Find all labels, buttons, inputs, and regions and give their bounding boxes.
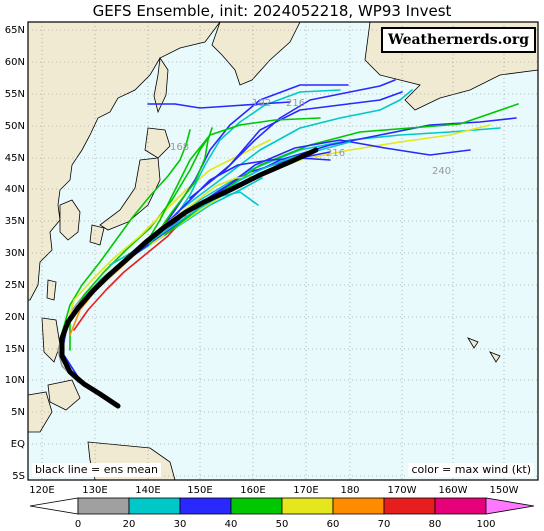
map-title: GEFS Ensemble, init: 2024052218, WP93 In… (92, 2, 452, 20)
hour-labels: 216 216 240 192 168 (170, 98, 451, 177)
lat-label: 25N (5, 280, 25, 291)
member-track (149, 127, 213, 245)
lon-label: 170W (388, 485, 417, 496)
lat-label: 65N (5, 25, 25, 36)
ensemble-mean-track (59, 147, 319, 409)
lon-label: 150E (187, 485, 212, 496)
hour-label: 192 (252, 98, 271, 109)
colorbar-tick: 70 (378, 519, 391, 530)
lat-label: 60N (5, 57, 25, 68)
member-track (169, 89, 341, 226)
colorbar-tick: 60 (327, 519, 340, 530)
kyushu (89, 224, 105, 246)
hour-label: 216 (326, 148, 345, 159)
member-track (149, 124, 491, 246)
colorbar-tick: 0 (75, 519, 81, 530)
colorbar-left-arrow (29, 497, 79, 515)
member-track (59, 129, 191, 341)
luzon (41, 317, 61, 363)
colorbar-segment (434, 497, 487, 515)
wind-colorbar: 0 20 30 40 50 60 70 80 100 (29, 497, 535, 530)
hour-label: 240 (432, 166, 451, 177)
member-track (73, 215, 187, 331)
member-track (179, 89, 413, 211)
taiwan (46, 279, 57, 301)
lon-label: 180 (340, 485, 359, 496)
longitude-labels: 120E 130E 140E 150E 160E 170E 180 170W 1… (29, 485, 518, 496)
colorbar-tick: 30 (174, 519, 187, 530)
member-track (144, 117, 321, 246)
hawaii (467, 337, 501, 363)
mindanao (47, 379, 81, 411)
lat-label: 5N (11, 407, 25, 418)
legend-color-note: color = max wind (kt) (408, 463, 534, 477)
lat-label: 55N (5, 89, 25, 100)
member-track (65, 139, 271, 331)
colorbar-tick: 20 (123, 519, 136, 530)
sakhalin (153, 56, 169, 114)
colorbar-segment (281, 497, 334, 515)
colorbar-tick: 80 (429, 519, 442, 530)
lat-label: 20N (5, 312, 25, 323)
lon-label: 120E (29, 485, 54, 496)
latitude-labels: 65N 60N 55N 50N 45N 40N 35N 30N 25N 20N … (5, 25, 25, 482)
hokkaido (144, 127, 171, 159)
kamchatka (211, 21, 301, 86)
colorbar-segment (230, 497, 283, 515)
lon-label: 160E (240, 485, 265, 496)
hour-label: 216 (286, 98, 305, 109)
lat-label: 50N (5, 121, 25, 132)
lat-label: 45N (5, 153, 25, 164)
colorbar-segment (383, 497, 436, 515)
lat-label: 30N (5, 248, 25, 259)
colorbar-segment (179, 497, 232, 515)
member-track (174, 139, 471, 221)
watermark-badge: Weathernerds.org (381, 27, 536, 53)
honshu (99, 157, 161, 231)
lon-label: 160W (439, 485, 468, 496)
lat-label: 5S (12, 471, 25, 482)
colorbar-tick: 40 (225, 519, 238, 530)
lon-label: 150W (490, 485, 519, 496)
member-track (199, 91, 403, 191)
colorbar-tick: 50 (276, 519, 289, 530)
lon-label: 170E (293, 485, 318, 496)
colorbar-tick: 100 (476, 519, 495, 530)
hour-label: 168 (170, 142, 189, 153)
colorbar-segment (128, 497, 181, 515)
lon-label: 130E (82, 485, 107, 496)
lat-label: 15N (5, 344, 25, 355)
korea (59, 199, 81, 241)
asia-mainland (27, 21, 221, 301)
lat-label: 40N (5, 184, 25, 195)
colorbar-segment (77, 497, 130, 515)
colorbar-right-arrow (485, 497, 535, 515)
legend-mean-note: black line = ens mean (32, 463, 161, 477)
colorbar-segment (332, 497, 385, 515)
lat-label: 35N (5, 216, 25, 227)
map-frame (27, 21, 539, 481)
lat-label: EQ (11, 439, 25, 450)
lat-label: 10N (5, 375, 25, 386)
member-track (147, 101, 291, 109)
lon-label: 140E (135, 485, 160, 496)
